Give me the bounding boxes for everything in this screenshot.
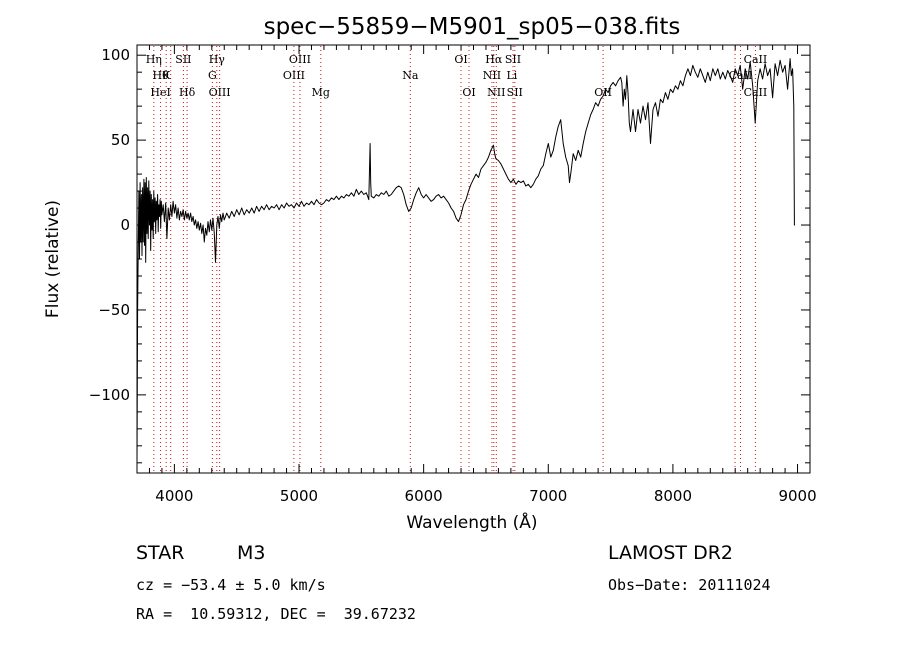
spectral-line-labels: Hη HθK HeI SII Hδ Hγ G OIII OIII OIII Mg Na OI OI Hα NI…	[146, 53, 768, 99]
line-label: Mg	[312, 86, 330, 99]
line-label: HeI	[150, 86, 170, 99]
line-label: SII	[505, 53, 521, 66]
spectral-line-markers	[153, 46, 756, 472]
line-label: OI	[454, 53, 467, 66]
line-label: Hγ	[209, 53, 226, 66]
y-tick-label: 50	[111, 131, 130, 149]
chart-title: spec−55859−M5901_sp05−038.fits	[264, 14, 681, 40]
x-tick-label: 6000	[405, 487, 443, 505]
line-label: K	[162, 69, 171, 82]
y-tick-label: 0	[120, 216, 130, 234]
y-tick-label: 100	[101, 46, 130, 64]
spectrum-line	[136, 58, 795, 463]
y-tick-label: −100	[89, 386, 130, 404]
line-label: Hθ	[152, 69, 169, 82]
line-label: G	[208, 69, 217, 82]
y-tick-label: −50	[98, 301, 130, 319]
line-label: OIII	[209, 86, 231, 99]
line-label: OII	[594, 86, 612, 99]
line-label: Na	[402, 69, 419, 82]
survey-name: LAMOST DR2	[608, 542, 733, 564]
x-tick-label: 7000	[529, 487, 567, 505]
plot-frame	[136, 44, 811, 474]
line-label: CaII	[744, 53, 768, 66]
coordinates-text: RA = 10.59312, DEC = 39.67232	[136, 605, 416, 623]
line-label: SII	[507, 86, 523, 99]
x-tick-label: 8000	[654, 487, 692, 505]
line-label: Hα	[485, 53, 503, 66]
redshift-text: cz = −53.4 ± 5.0 km/s	[136, 576, 326, 594]
line-label: NII	[487, 86, 505, 99]
object-class: STAR	[136, 542, 185, 564]
line-label: OIII	[289, 53, 311, 66]
obs-date-text: Obs−Date: 20111024	[608, 576, 771, 594]
line-label: Hη	[146, 53, 162, 66]
line-label: OI	[462, 86, 475, 99]
object-subclass: M3	[237, 542, 266, 564]
axis-ticks: 4000 5000 6000 7000 8000 9000 −100 −50 0 50 100	[89, 45, 817, 505]
line-label: Li	[506, 69, 517, 82]
x-tick-label: 5000	[280, 487, 318, 505]
y-axis-label: Flux (relative)	[43, 200, 63, 318]
spectrum-chart: spec−55859−M5901_sp05−038.fits Hη HθK HeI S…	[43, 14, 817, 533]
line-label: NII	[483, 69, 501, 82]
line-label: OIII	[283, 69, 305, 82]
line-label: CaII	[744, 86, 768, 99]
x-axis-label: Wavelength (Å)	[406, 511, 537, 533]
x-tick-label: 9000	[778, 487, 816, 505]
line-label: SII	[175, 53, 191, 66]
x-tick-label: 4000	[155, 487, 193, 505]
line-label: Hδ	[179, 86, 196, 99]
